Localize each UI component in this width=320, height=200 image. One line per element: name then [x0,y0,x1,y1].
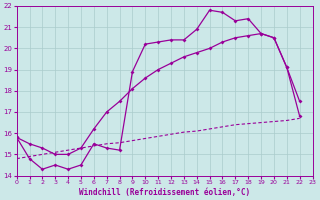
X-axis label: Windchill (Refroidissement éolien,°C): Windchill (Refroidissement éolien,°C) [79,188,250,197]
